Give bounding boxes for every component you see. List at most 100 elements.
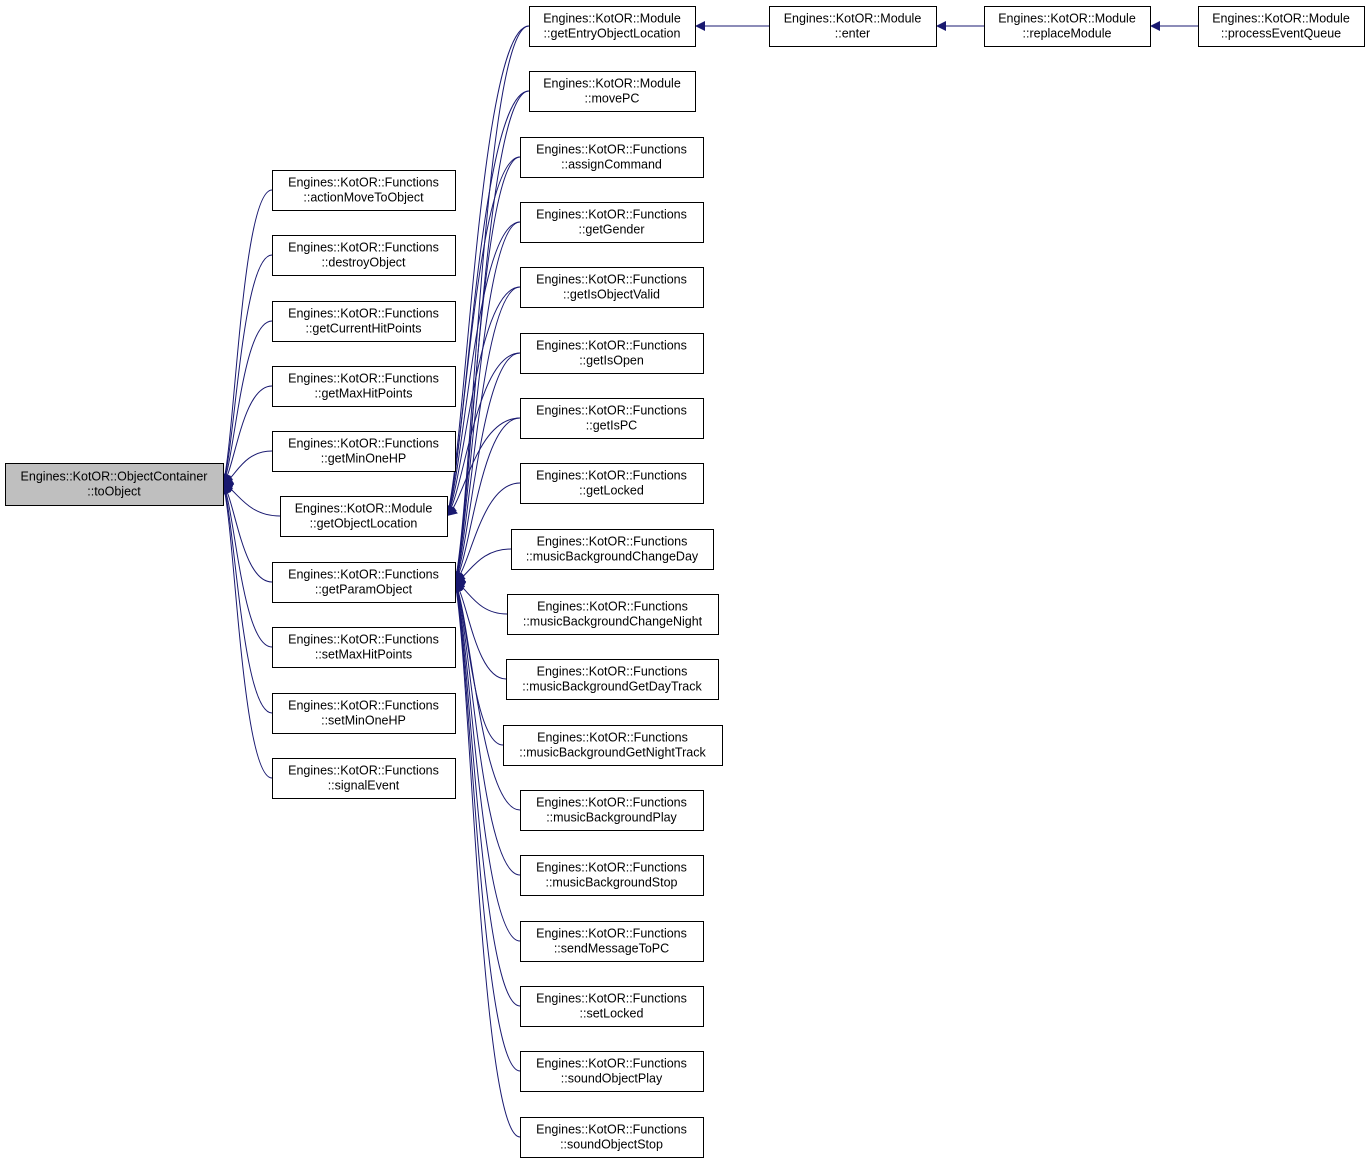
node-box: [272, 693, 456, 734]
edge: [454, 581, 521, 811]
node[interactable]: Engines::KotOR::Module::processEventQueu…: [1198, 6, 1365, 47]
node-label: Engines::KotOR::Functions: [536, 142, 687, 156]
node[interactable]: Engines::KotOR::Functions::getIsOpen: [520, 333, 704, 374]
node-label: ::musicBackgroundPlay: [546, 810, 677, 824]
node[interactable]: Engines::KotOR::Functions::getLocked: [520, 463, 704, 504]
node-label: Engines::KotOR::Functions: [288, 632, 439, 646]
node-box: [272, 170, 456, 211]
node-label: ::getEntryObjectLocation: [544, 26, 681, 40]
node[interactable]: Engines::KotOR::Module::getObjectLocatio…: [280, 496, 448, 537]
node-box: [520, 986, 704, 1027]
node[interactable]: Engines::KotOR::Functions::soundObjectSt…: [520, 1117, 704, 1158]
node-label: Engines::KotOR::Module: [543, 76, 681, 90]
edge: [446, 417, 521, 517]
node-label: Engines::KotOR::Functions: [536, 1056, 687, 1070]
node[interactable]: Engines::KotOR::Functions::setMinOneHP: [272, 693, 456, 734]
node-label: ::getIsPC: [586, 418, 637, 432]
edge: [452, 581, 521, 1072]
edge: [446, 286, 521, 517]
node-box: [984, 6, 1151, 47]
node-label: Engines::KotOR::Functions: [537, 534, 688, 548]
node-box: [520, 267, 704, 308]
node-label: Engines::KotOR::Module: [784, 11, 922, 25]
node-box: [520, 855, 704, 896]
node-label: Engines::KotOR::Functions: [288, 567, 439, 581]
node[interactable]: Engines::KotOR::Functions::sendMessageTo…: [520, 921, 704, 962]
edge: [454, 581, 504, 746]
node[interactable]: Engines::KotOR::Functions::musicBackgrou…: [503, 725, 723, 766]
node[interactable]: Engines::KotOR::Module::enter: [769, 6, 937, 47]
node-box: [769, 6, 937, 47]
node-label: Engines::KotOR::Functions: [536, 991, 687, 1005]
node-box: [520, 202, 704, 243]
node[interactable]: Engines::KotOR::Functions::musicBackgrou…: [520, 855, 704, 896]
node[interactable]: Engines::KotOR::Functions::setLocked: [520, 986, 704, 1027]
node[interactable]: Engines::KotOR::Functions::getMinOneHP: [272, 431, 456, 472]
node-label: Engines::KotOR::Functions: [536, 860, 687, 874]
node[interactable]: Engines::KotOR::Functions::musicBackgrou…: [511, 529, 714, 570]
node[interactable]: Engines::KotOR::Functions::getCurrentHit…: [272, 301, 456, 342]
edge: [222, 483, 273, 583]
node-label: Engines::KotOR::Functions: [536, 468, 687, 482]
node-box: [520, 463, 704, 504]
node-label: ::getIsOpen: [579, 353, 644, 367]
node-label: ::processEventQueue: [1221, 26, 1341, 40]
node[interactable]: Engines::KotOR::Functions::getIsPC: [520, 398, 704, 439]
edge: [222, 482, 281, 517]
node[interactable]: Engines::KotOR::Module::replaceModule: [984, 6, 1151, 47]
node-label: Engines::KotOR::Functions: [536, 272, 687, 286]
node-label: Engines::KotOR::Functions: [288, 175, 439, 189]
node-label: ::getIsObjectValid: [563, 287, 660, 301]
edge: [451, 581, 521, 1138]
node-label: ::musicBackgroundStop: [545, 875, 677, 889]
node-box: [520, 790, 704, 831]
node-label: ::getMinOneHP: [321, 451, 406, 465]
node-label: ::sendMessageToPC: [554, 941, 669, 955]
edge: [445, 156, 521, 517]
node-label: ::getGender: [578, 222, 644, 236]
node[interactable]: Engines::KotOR::Functions::musicBackgrou…: [507, 594, 719, 635]
node-label: ::getCurrentHitPoints: [305, 321, 421, 335]
node-label: Engines::KotOR::Functions: [288, 763, 439, 777]
edge: [222, 450, 273, 485]
node-label: ::toObject: [87, 484, 141, 498]
node[interactable]: Engines::KotOR::Functions::getMaxHitPoin…: [272, 366, 456, 407]
node[interactable]: Engines::KotOR::Functions::destroyObject: [272, 235, 456, 276]
node[interactable]: Engines::KotOR::Functions::setMaxHitPoin…: [272, 627, 456, 668]
node-box: [511, 529, 714, 570]
node[interactable]: Engines::KotOR::Module::movePC: [529, 71, 696, 112]
node-label: Engines::KotOR::Module: [543, 11, 681, 25]
node-label: Engines::KotOR::Module: [998, 11, 1136, 25]
node-label: ::setLocked: [580, 1006, 644, 1020]
node[interactable]: Engines::KotOR::Functions::getGender: [520, 202, 704, 243]
node-label: ::musicBackgroundGetDayTrack: [522, 679, 702, 693]
node-label: ::getMaxHitPoints: [315, 386, 413, 400]
edge: [454, 352, 521, 583]
node-box: [5, 463, 224, 506]
edge: [446, 352, 521, 517]
node-box: [520, 921, 704, 962]
node-box: [529, 71, 696, 112]
node-label: ::setMaxHitPoints: [315, 647, 412, 661]
node[interactable]: Engines::KotOR::Functions::getParamObjec…: [272, 562, 456, 603]
node[interactable]: Engines::KotOR::Functions::musicBackgrou…: [506, 659, 719, 700]
node-box: [520, 1051, 704, 1092]
node-label: Engines::KotOR::Module: [1212, 11, 1350, 25]
node[interactable]: Engines::KotOR::Module::getEntryObjectLo…: [529, 6, 696, 47]
node-label: ::destroyObject: [321, 255, 406, 269]
node[interactable]: Engines::KotOR::ObjectContainer::toObjec…: [5, 463, 224, 506]
node[interactable]: Engines::KotOR::Functions::getIsObjectVa…: [520, 267, 704, 308]
node[interactable]: Engines::KotOR::Functions::signalEvent: [272, 758, 456, 799]
edge: [221, 254, 273, 485]
node-label: ::musicBackgroundChangeDay: [526, 549, 699, 563]
node[interactable]: Engines::KotOR::Functions::actionMoveToO…: [272, 170, 456, 211]
node[interactable]: Engines::KotOR::Functions::assignCommand: [520, 137, 704, 178]
node[interactable]: Engines::KotOR::Functions::musicBackgrou…: [520, 790, 704, 831]
edge: [454, 548, 512, 584]
node-box: [520, 333, 704, 374]
node[interactable]: Engines::KotOR::Functions::soundObjectPl…: [520, 1051, 704, 1092]
node-label: ::musicBackgroundGetNightTrack: [519, 745, 706, 759]
edge: [222, 320, 273, 485]
edge: [452, 221, 521, 583]
